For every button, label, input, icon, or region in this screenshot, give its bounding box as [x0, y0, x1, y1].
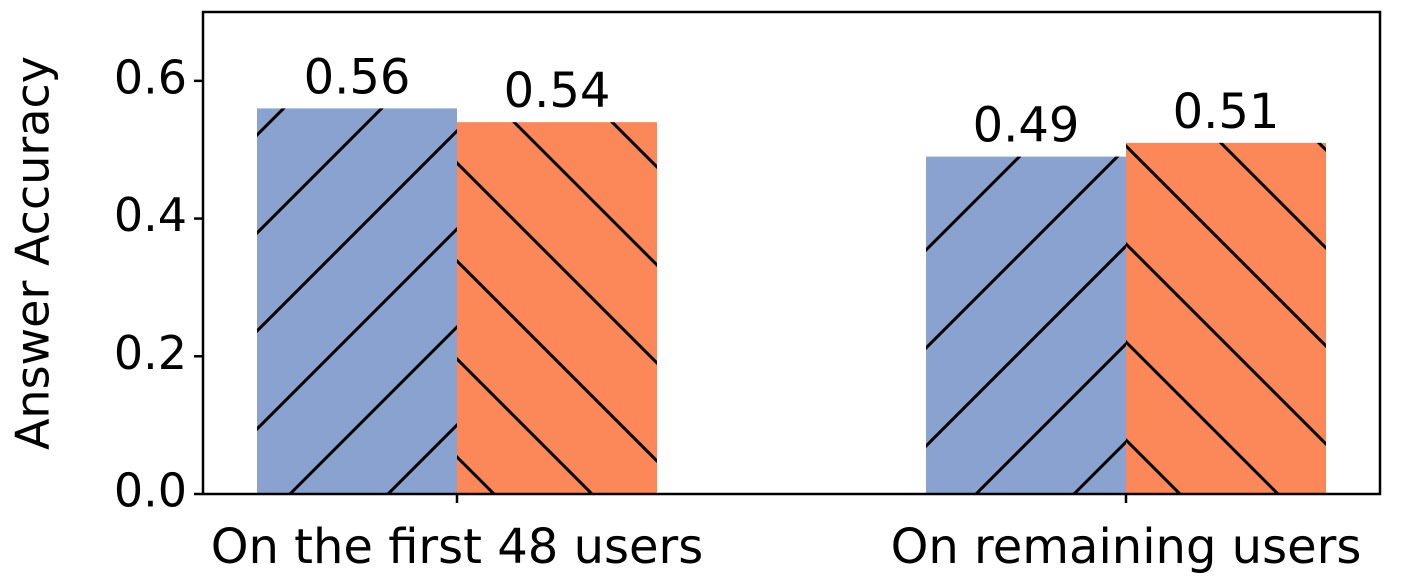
y-tick-label: 0.0 — [114, 464, 187, 518]
x-tick-label: On remaining users — [891, 519, 1362, 575]
value-label: 0.54 — [504, 63, 611, 119]
y-tick-label: 0.2 — [114, 326, 187, 380]
y-tick-label: 0.6 — [114, 50, 187, 104]
bar — [257, 108, 457, 495]
value-label: 0.51 — [1173, 84, 1280, 140]
value-label: 0.49 — [973, 98, 1080, 154]
bar — [457, 122, 657, 495]
bar — [926, 156, 1126, 494]
bar — [1126, 142, 1326, 495]
plot-frame — [201, 10, 1382, 496]
y-tick-label: 0.4 — [114, 188, 187, 242]
x-tick-label: On the first 48 users — [211, 519, 704, 575]
value-label: 0.56 — [304, 49, 411, 105]
y-axis-label: Answer Accuracy — [6, 56, 60, 450]
